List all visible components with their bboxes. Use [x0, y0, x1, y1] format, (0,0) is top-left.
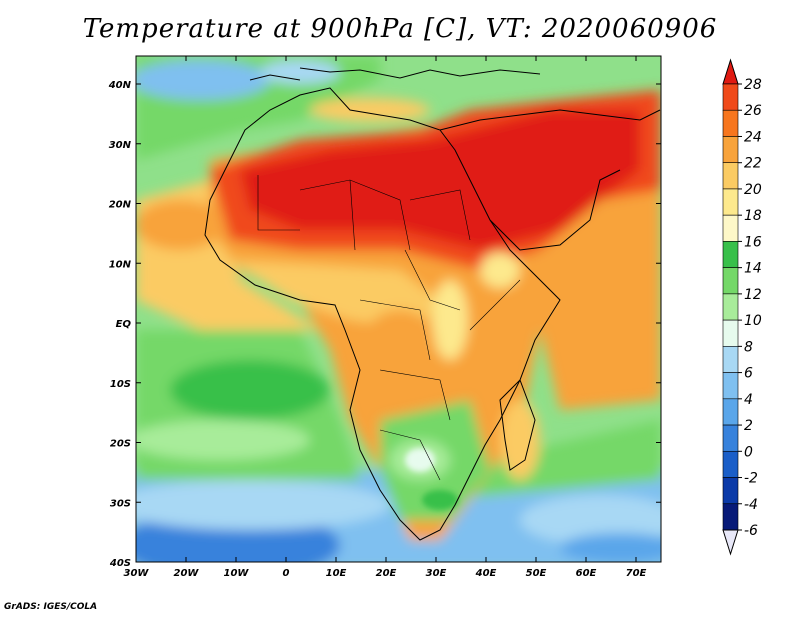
colorbar-segment [722, 293, 739, 321]
colorbar-label: 0 [744, 444, 753, 460]
temperature-field [136, 56, 661, 562]
colorbar-label: 4 [744, 392, 753, 408]
colorbar-segment [722, 267, 739, 295]
lon-tick-label: 50E [526, 568, 547, 579]
lon-tick-label: 40E [475, 568, 497, 579]
colorbar-label: -4 [744, 497, 758, 513]
lon-tick-label: 70E [626, 568, 647, 579]
colorbar-label: -2 [744, 471, 758, 487]
colorbar-segment [722, 424, 739, 452]
colorbar-label: 12 [744, 287, 762, 303]
credit-text: GrADS: IGES/COLA [4, 602, 98, 612]
lon-tick-label: 30W [124, 568, 150, 579]
colorbar-segment [722, 214, 739, 242]
colorbar-label: 28 [744, 77, 762, 93]
lat-tick-label: 30S [110, 498, 131, 509]
latitude-axis: 40N 30N 20N 10N EQ 10S 20S 30S 40S [108, 80, 661, 569]
colorbar-segment [722, 109, 739, 137]
colorbar-segment [722, 319, 739, 347]
lon-tick-label: 30E [426, 568, 447, 579]
colorbar-segment [722, 477, 739, 505]
colorbar-label: 6 [744, 366, 753, 382]
lat-tick-label: 20N [109, 200, 132, 211]
colorbar-label: 26 [744, 103, 762, 119]
lon-tick-label: 0 [283, 568, 290, 579]
colorbar-label: 18 [744, 208, 762, 224]
plot-frame [135, 55, 662, 563]
lon-tick-label: 10W [224, 568, 250, 579]
colorbar-segment [722, 398, 739, 426]
lon-tick-label: 20E [376, 568, 397, 579]
colorbar-label: 2 [744, 418, 753, 434]
colorbar-segment [722, 136, 739, 164]
lat-tick-label: 10S [110, 379, 131, 390]
country-borders [257, 175, 521, 481]
lat-tick-label: EQ [116, 319, 132, 330]
colorbar-label: 14 [744, 261, 762, 277]
colorbar-segment [722, 83, 739, 111]
colorbar-segment [722, 372, 739, 400]
colorbar-segment [722, 188, 739, 216]
coastlines [204, 67, 661, 541]
colorbar-segment [722, 241, 739, 268]
colorbar-label: 16 [744, 234, 762, 250]
colorbar-label: 22 [744, 156, 762, 172]
colorbar-label: 20 [744, 182, 762, 198]
colorbar-segment [722, 346, 739, 373]
lon-tick-label: 60E [576, 568, 597, 579]
colorbar-segment [722, 450, 739, 478]
colorbar-segment [722, 162, 739, 190]
lon-tick-label: 20W [174, 568, 200, 579]
lon-tick-label: 10E [326, 568, 347, 579]
colorbar-label: 8 [744, 339, 753, 355]
lat-tick-label: 30N [109, 140, 132, 151]
lat-tick-label: 40S [109, 558, 131, 569]
colorbar-segment [722, 503, 739, 531]
lat-tick-label: 10N [109, 259, 132, 270]
longitude-axis: 30W 20W 10W 0 10E 20E 30E 40E 50E 60E 70E [124, 56, 647, 579]
colorbar-label: 10 [744, 313, 762, 329]
lat-tick-label: 20S [110, 439, 131, 450]
map-title: Temperature at 900hPa [C], VT: 202006090… [82, 14, 718, 44]
colorbar-label: 24 [744, 129, 762, 145]
lat-tick-label: 40N [108, 80, 132, 91]
colorbar-label: -6 [744, 523, 758, 539]
colorbar-bottom-arrow [722, 529, 739, 556]
colorbar-top-arrow [722, 58, 739, 85]
